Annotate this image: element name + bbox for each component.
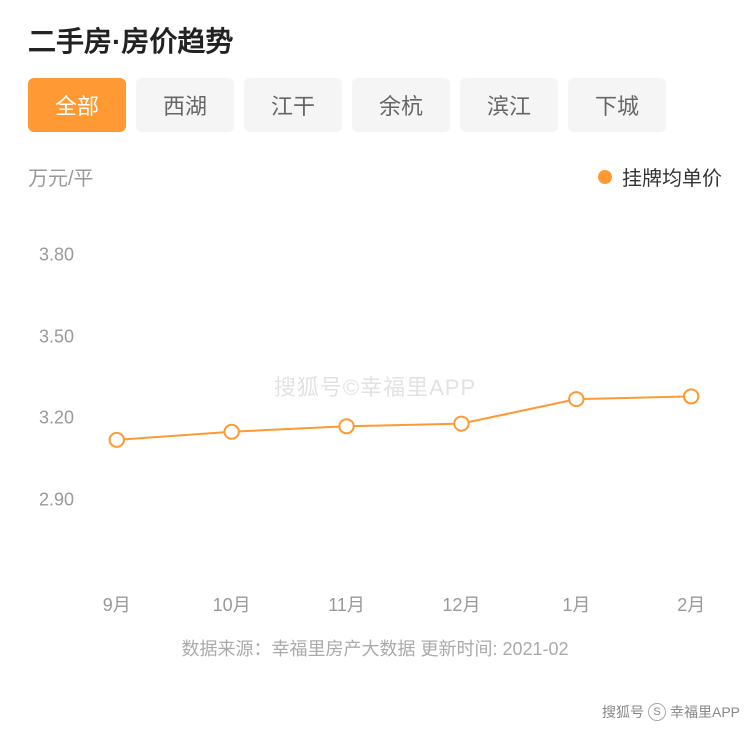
tab-jianggan[interactable]: 江干 [244,78,342,132]
x-tick-label: 10月 [213,591,251,617]
tab-xihu[interactable]: 西湖 [136,78,234,132]
data-point[interactable] [684,389,698,403]
x-tick-label: 12月 [442,591,480,617]
data-point[interactable] [569,392,583,406]
data-source-footer: 数据来源：幸福里房产大数据 更新时间: 2021-02 [0,635,750,661]
chart-container: 万元/平 挂牌均单价 2.90 3.20 3.50 3.80 9月 10月 11月 12月 1… [0,132,750,621]
x-axis-labels: 9月 10月 11月 12月 1月 2月 [86,591,722,621]
x-tick-label: 9月 [103,591,131,617]
legend-label: 挂牌均单价 [622,162,722,191]
y-tick-label: 3.50 [39,326,74,347]
data-point[interactable] [224,425,238,439]
watermark-logo-icon: S [648,703,666,721]
x-tick-label: 11月 [328,591,365,617]
tab-xiacheng[interactable]: 下城 [568,78,666,132]
y-tick-label: 2.90 [39,489,74,510]
watermark-corner: 搜狐号 S 幸福里APP [598,700,744,724]
data-point[interactable] [339,419,353,433]
y-axis-labels: 2.90 3.20 3.50 3.80 [28,201,74,621]
tab-binjiang[interactable]: 滨江 [460,78,558,132]
x-tick-label: 1月 [562,591,590,617]
y-tick-label: 3.80 [39,245,74,266]
plot-area [86,201,722,581]
tab-all[interactable]: 全部 [28,78,126,132]
y-tick-label: 3.20 [39,408,74,429]
line-series [117,396,691,439]
chart-area: 2.903.203.503.80 9月10月11月12月1月2月 [78,201,722,621]
x-tick-label: 2月 [677,591,705,617]
tab-yuhang[interactable]: 余杭 [352,78,450,132]
page-title: 二手房·房价趋势 [0,0,750,78]
district-tabs: 全部 西湖 江干 余杭 滨江 下城 [0,78,750,132]
data-point[interactable] [454,417,468,431]
watermark-suffix: 幸福里APP [670,702,740,722]
data-point[interactable] [110,433,124,447]
y-axis-unit: 万元/平 [28,162,94,191]
watermark-prefix: 搜狐号 [602,702,644,722]
legend: 挂牌均单价 [598,162,722,191]
legend-dot-icon [598,170,612,184]
